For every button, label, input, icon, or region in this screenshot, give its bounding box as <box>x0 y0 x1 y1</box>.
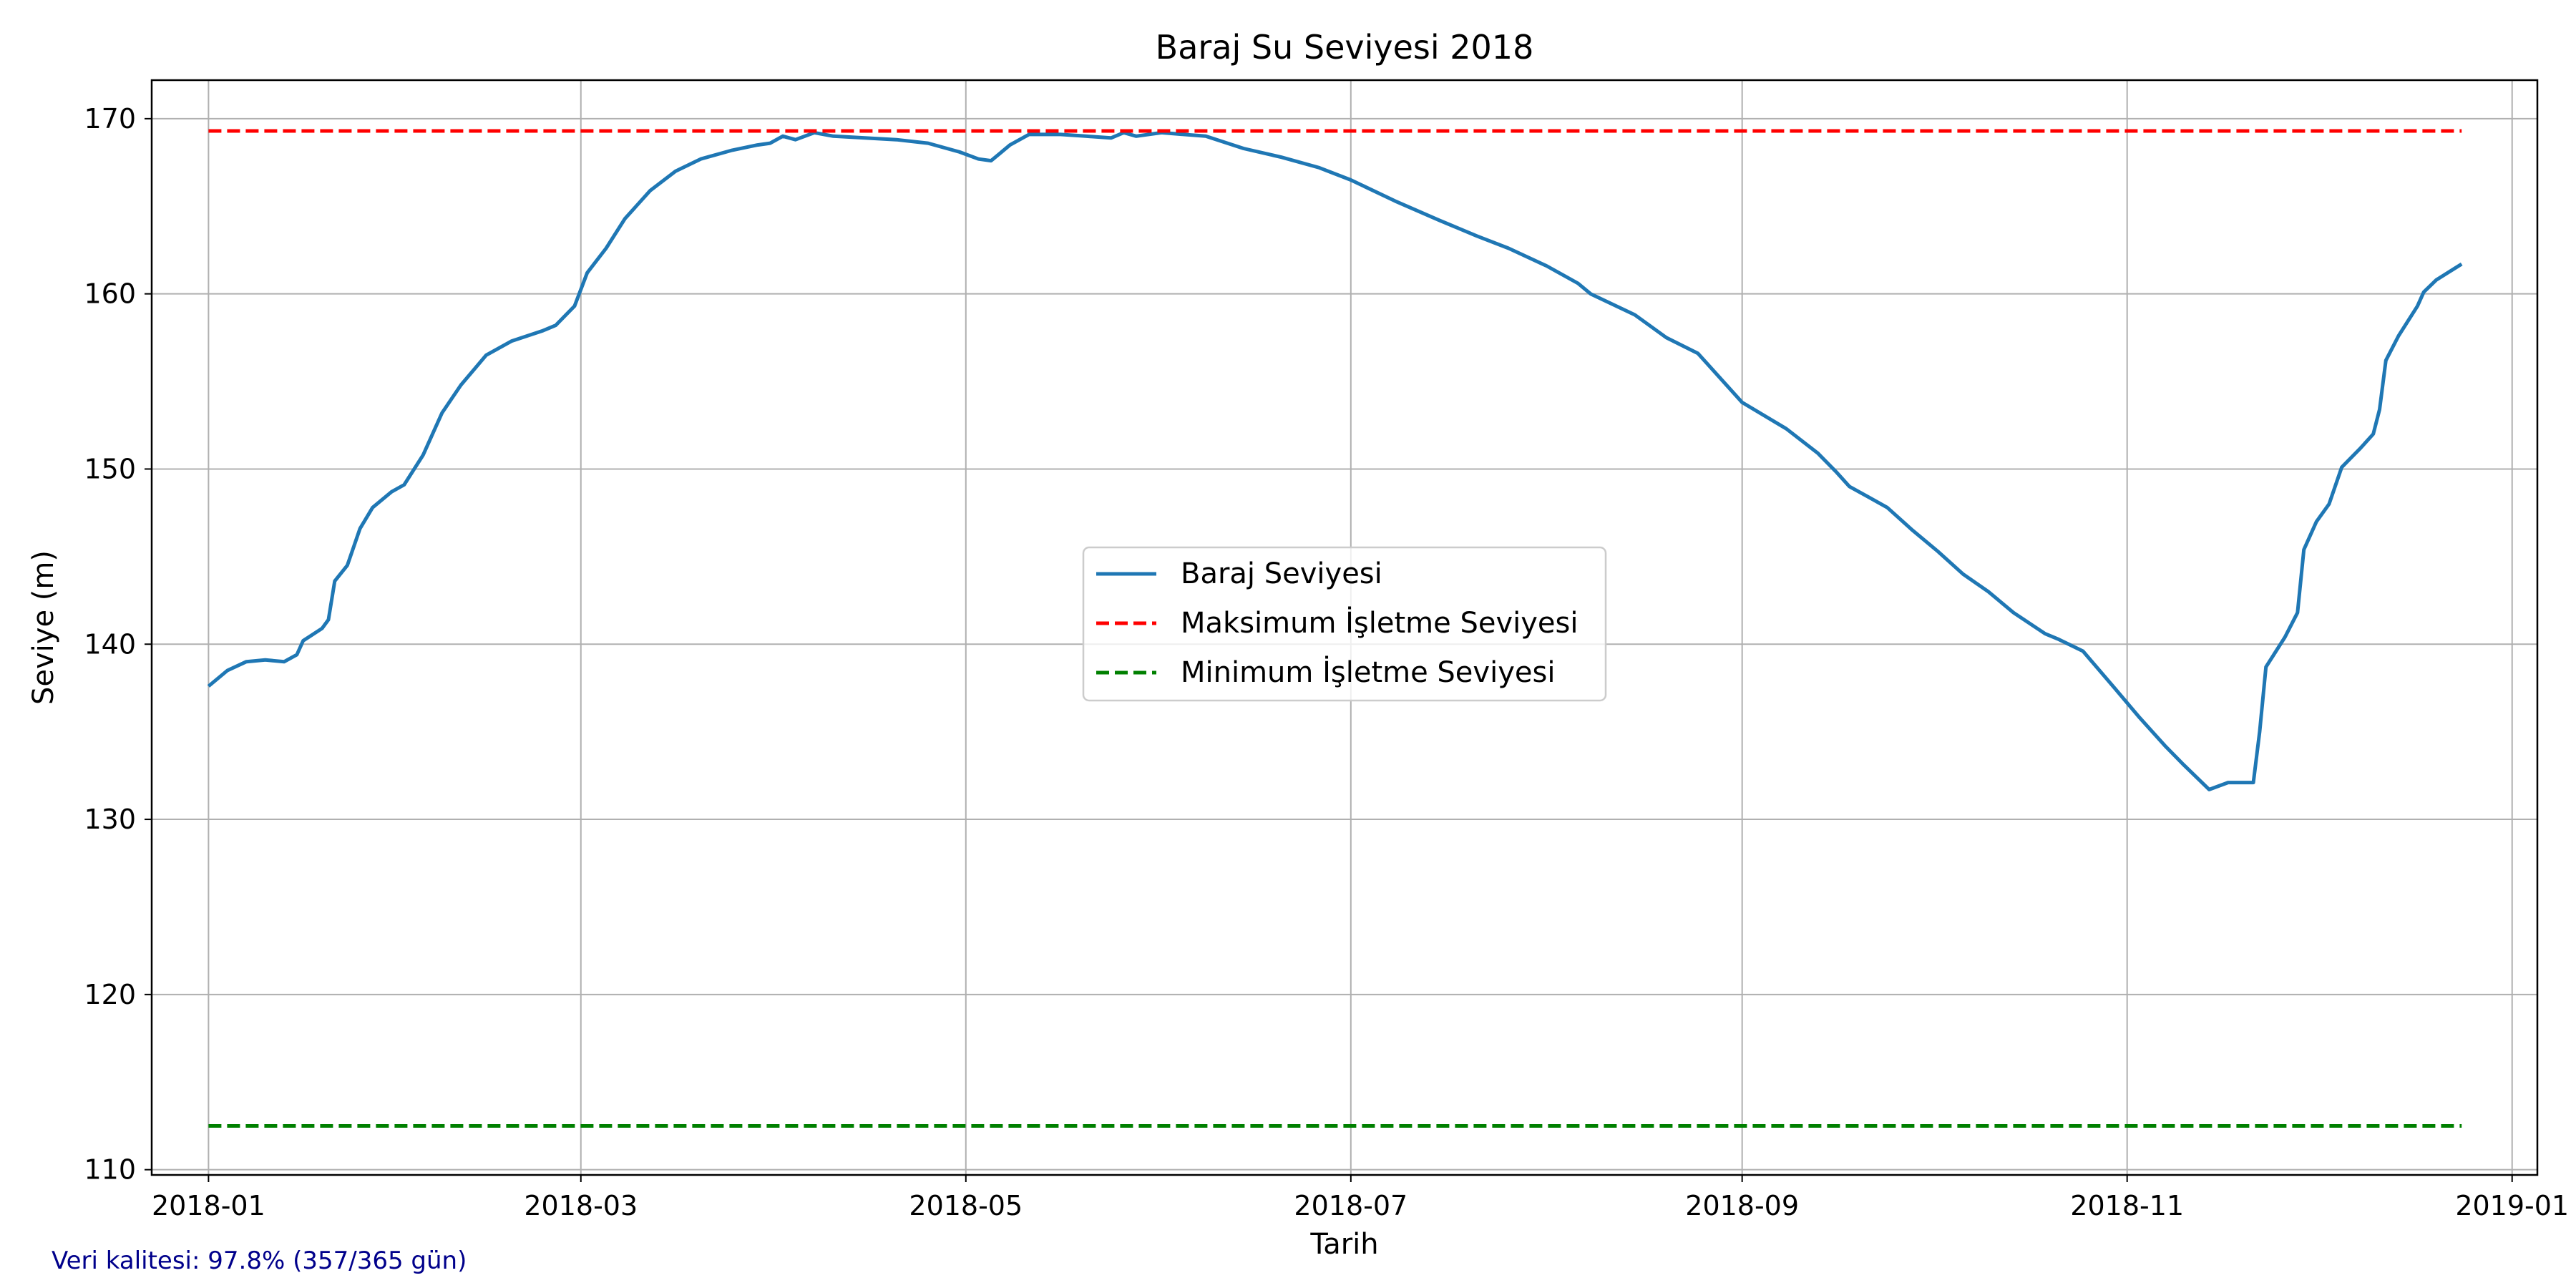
data-quality-note: Veri kalitesi: 97.8% (357/365 gün) <box>52 1246 467 1275</box>
y-tick-label: 150 <box>84 453 136 484</box>
legend-box <box>1082 546 1607 702</box>
x-tick-label: 2018-09 <box>1685 1190 1799 1221</box>
legend: Baraj Seviyesi Maksimum İşletme Seviyesi… <box>1082 546 1607 702</box>
x-tick-label: 2018-03 <box>524 1190 638 1221</box>
legend-label-minimum: Minimum İşletme Seviyesi <box>1181 655 1555 689</box>
y-tick-label: 120 <box>84 979 136 1010</box>
x-tick-label: 2018-11 <box>2070 1190 2184 1221</box>
y-axis: 110 120 130 140 150 160 170 <box>84 103 152 1186</box>
x-tick-label: 2019-01 <box>2455 1190 2569 1221</box>
y-tick-label: 170 <box>84 103 136 135</box>
x-tick-label: 2018-07 <box>1294 1190 1407 1221</box>
x-axis: 2018-01 2018-03 2018-05 2018-07 2018-09 2018-… <box>152 1175 2569 1221</box>
legend-label-baraj: Baraj Seviyesi <box>1181 557 1382 590</box>
legend-label-maksimum: Maksimum İşletme Seviyesi <box>1181 605 1579 640</box>
series-baraj-seviyesi <box>207 130 2463 791</box>
x-axis-label: Tarih <box>1309 1228 1378 1261</box>
y-tick-label: 130 <box>84 804 136 835</box>
y-tick-label: 110 <box>84 1154 136 1186</box>
plot-frame <box>150 79 2539 1176</box>
x-tick-label: 2018-01 <box>152 1190 265 1221</box>
series-layer <box>207 129 2463 1128</box>
y-axis-label: Seviye (m) <box>27 550 60 705</box>
x-tick-label: 2018-05 <box>909 1190 1023 1221</box>
y-tick-label: 160 <box>84 278 136 310</box>
y-tick-label: 140 <box>84 628 136 660</box>
chart-title: Baraj Su Seviyesi 2018 <box>1156 28 1534 67</box>
